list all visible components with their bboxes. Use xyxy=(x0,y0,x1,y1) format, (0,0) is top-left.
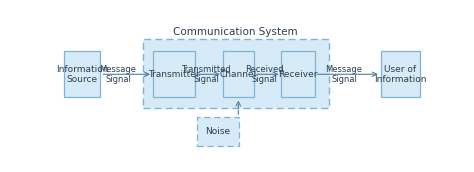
Bar xyxy=(64,51,100,98)
Text: Message
Signal: Message Signal xyxy=(100,64,137,84)
Bar xyxy=(197,117,239,146)
Text: Message
Signal: Message Signal xyxy=(326,64,363,84)
Bar xyxy=(153,51,195,98)
Bar xyxy=(381,51,420,98)
Text: Channel: Channel xyxy=(220,70,257,79)
Text: User of
Information: User of Information xyxy=(374,64,427,84)
Text: Noise: Noise xyxy=(206,127,231,136)
Bar xyxy=(282,51,315,98)
Bar xyxy=(143,39,328,108)
Text: Communication System: Communication System xyxy=(173,26,298,36)
Text: Information
Source: Information Source xyxy=(56,64,108,84)
Bar xyxy=(223,51,254,98)
Text: Received
Signal: Received Signal xyxy=(245,64,283,84)
Text: Receiver: Receiver xyxy=(278,70,318,79)
Text: Transmitter: Transmitter xyxy=(148,70,200,79)
Text: Transmitted
Signal: Transmitted Signal xyxy=(182,64,231,84)
